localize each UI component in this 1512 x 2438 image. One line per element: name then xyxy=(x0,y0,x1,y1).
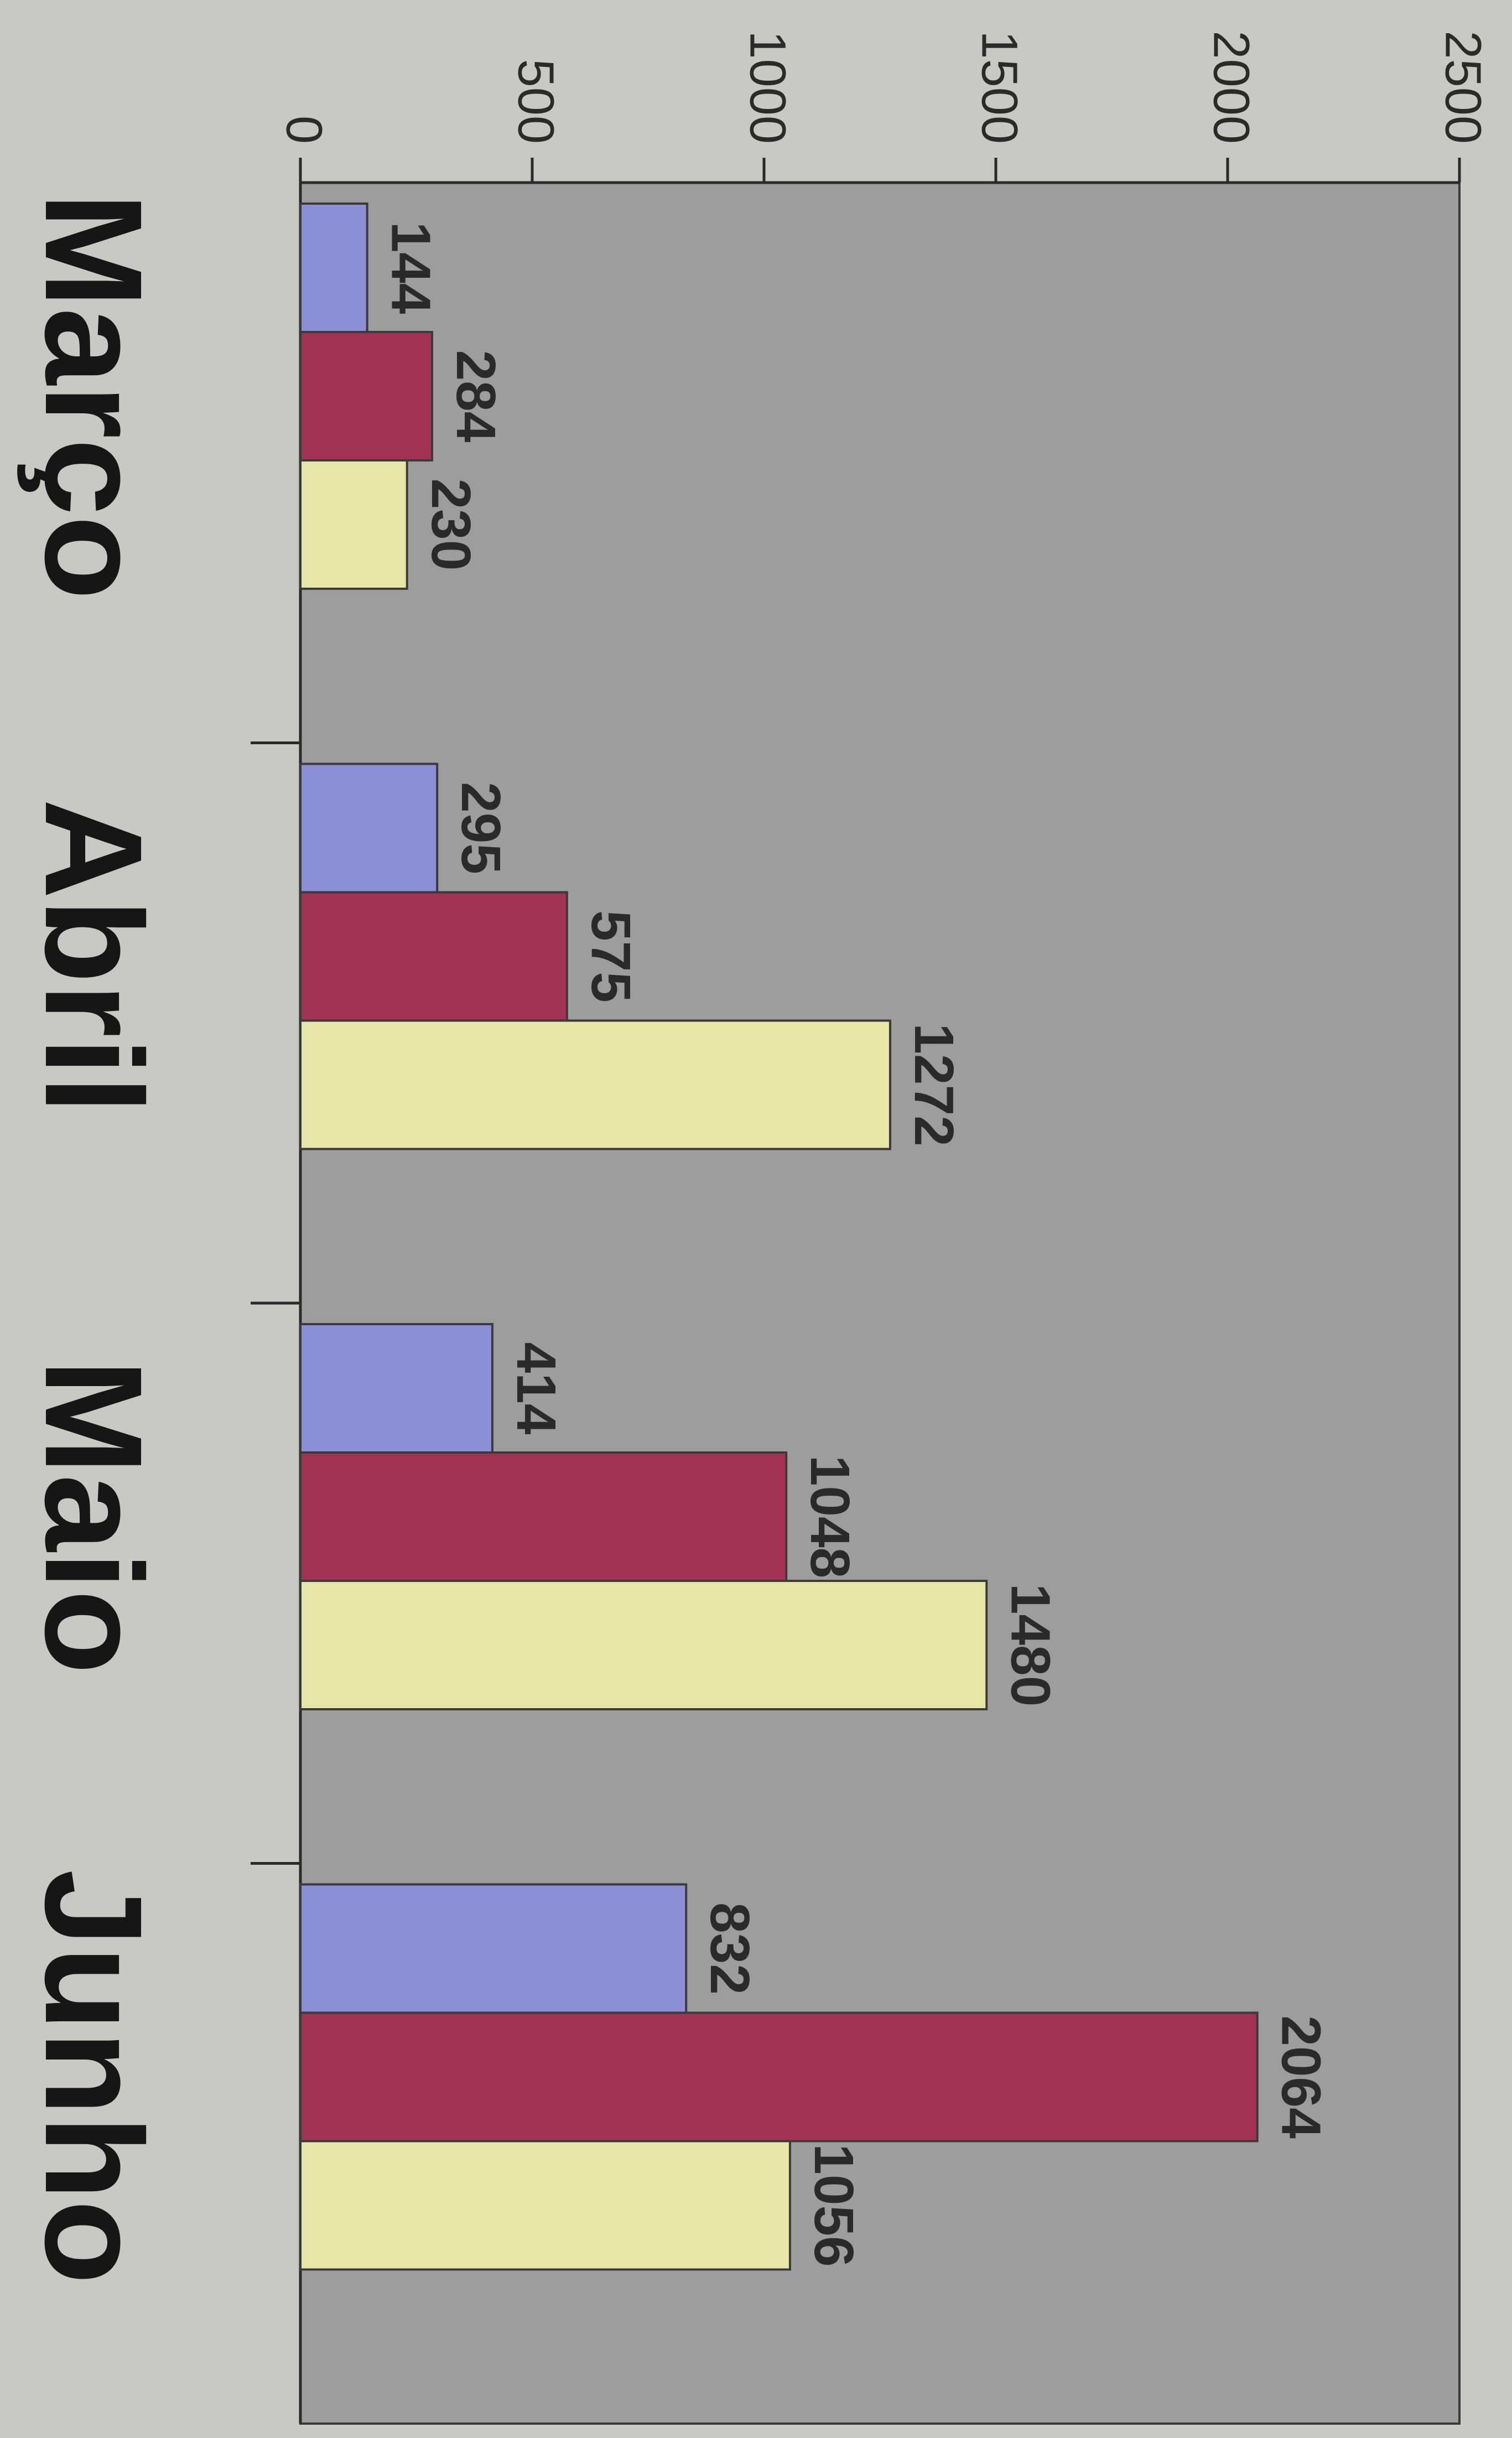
bar xyxy=(299,2011,1259,2143)
bar-value-label: 230 xyxy=(420,479,482,571)
bar-value-label: 1272 xyxy=(903,1023,965,1146)
category-label: Junho xyxy=(17,1870,171,2285)
bar-value-label: 295 xyxy=(450,782,512,874)
bar xyxy=(299,203,368,333)
value-tick-label: 1500 xyxy=(971,30,1028,144)
bar-value-label: 2064 xyxy=(1270,2015,1332,2139)
bars xyxy=(299,203,1259,2271)
bar xyxy=(299,2140,791,2271)
value-tick-label: 1000 xyxy=(740,30,796,144)
bar xyxy=(299,1580,988,1710)
bar-value-label: 575 xyxy=(580,910,642,1003)
category-label: Março xyxy=(17,193,171,600)
value-tick-label: 2000 xyxy=(1203,30,1260,144)
bar xyxy=(299,762,439,894)
bar-value-label: 284 xyxy=(445,350,507,443)
bar xyxy=(299,1451,788,1582)
category-axis-ticks xyxy=(251,741,300,1865)
bar-value-label: 1048 xyxy=(799,1455,861,1578)
bar xyxy=(299,459,408,590)
bar-value-label: 1480 xyxy=(999,1584,1061,1706)
category-label: Maio xyxy=(17,1359,171,1674)
value-tick-label: 2500 xyxy=(1435,30,1492,144)
value-axis-ticks: 0 500 1000 1500 2000 2500 xyxy=(276,30,1492,183)
bar xyxy=(299,1883,688,2014)
bar-value-label: 144 xyxy=(380,222,442,314)
bar xyxy=(299,1019,891,1150)
bar xyxy=(299,331,433,461)
bar-value-label: 1056 xyxy=(803,2144,865,2266)
category-label: Abril xyxy=(17,799,171,1114)
bar-value-label: 414 xyxy=(505,1342,567,1435)
bar xyxy=(299,1323,493,1454)
category-labels: Março Abril Maio Junho xyxy=(17,193,171,2285)
bar xyxy=(299,891,568,1022)
value-tick-label: 500 xyxy=(508,59,564,144)
value-tick-label: 0 xyxy=(276,116,332,144)
bar-value-label: 832 xyxy=(699,1902,761,1995)
